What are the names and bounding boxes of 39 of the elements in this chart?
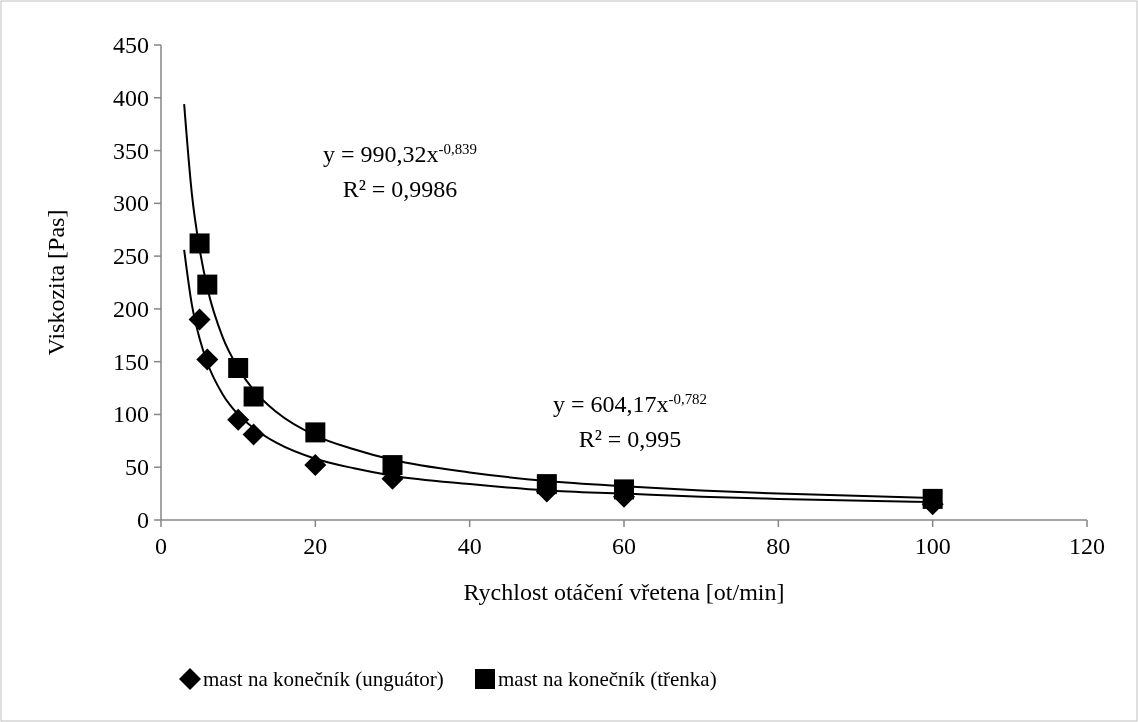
point: [189, 233, 210, 254]
y-axis-title: Viskozita [Pas]: [43, 209, 69, 356]
annotation: R² = 0,9986: [342, 176, 458, 202]
point: [305, 422, 326, 443]
x-tick-label: 0: [155, 533, 167, 559]
point: [243, 386, 264, 407]
point: [188, 308, 211, 331]
x-tick-label: 80: [766, 533, 791, 559]
y-tick-label: 300: [113, 190, 149, 217]
point: [228, 358, 249, 378]
y-tick-label: 400: [113, 84, 149, 111]
point: [227, 408, 250, 431]
point: [614, 479, 634, 500]
point: [382, 455, 403, 476]
annotation: R² = 0,995: [578, 426, 682, 452]
y-tick-label: 50: [125, 454, 149, 481]
y-tick-label: 0: [137, 507, 149, 533]
annotation: y = 990,32x$^{-0,839}$: [323, 141, 477, 167]
annotation: y = 604,17x$^{-0,782}$: [553, 391, 707, 417]
point: [196, 348, 219, 371]
x-axis-title: Rychlost otáčení vřetena [ot/min]: [463, 579, 785, 605]
point: [536, 474, 557, 495]
x-tick-label: 20: [303, 533, 328, 559]
y-tick-label: 150: [113, 348, 149, 375]
y-tick-label: 250: [113, 243, 149, 270]
x-tick-label: 120: [1069, 533, 1105, 559]
x-tick-label: 100: [914, 533, 951, 559]
point: [304, 454, 327, 477]
legend-label: mast na konečník (unguátor): [203, 667, 444, 691]
y-tick-label: 200: [113, 295, 149, 322]
y-tick-label: 100: [113, 401, 149, 428]
x-tick-label: 40: [457, 533, 482, 559]
x-tick-label: 60: [612, 533, 636, 559]
legend-label: mast na konečník (třenka): [498, 667, 717, 691]
point: [922, 488, 943, 509]
y-tick-label: 350: [113, 137, 149, 164]
point: [197, 274, 218, 295]
y-tick-label: 450: [113, 32, 149, 58]
point: [242, 423, 265, 446]
